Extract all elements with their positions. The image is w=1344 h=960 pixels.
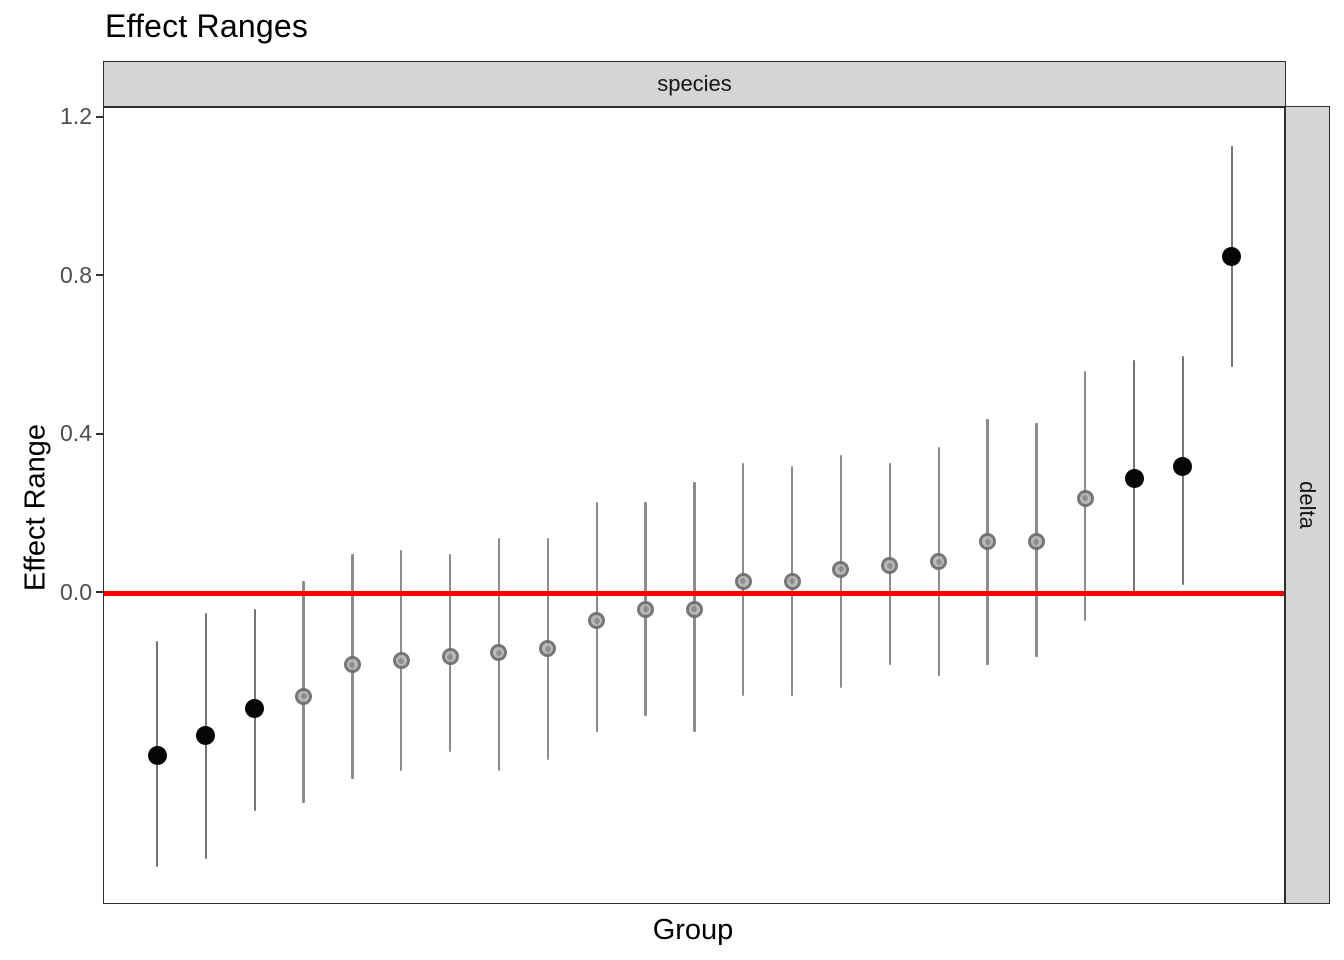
effect-point-highlighted (245, 698, 265, 718)
y-tick-mark (95, 432, 103, 435)
effect-point (783, 572, 801, 590)
plot-panel (103, 107, 1285, 904)
facet-row-strip: delta (1284, 105, 1330, 904)
facet-column-strip: species (103, 61, 1286, 107)
zero-reference-line (104, 590, 1284, 596)
y-tick-label: 0.4 (60, 420, 92, 447)
y-tick-mark (95, 274, 103, 277)
effect-point (343, 656, 361, 674)
effect-point-highlighted (1124, 468, 1144, 488)
effect-point-highlighted (1173, 456, 1193, 476)
effect-point (588, 612, 606, 630)
x-axis-title: Group (652, 914, 734, 946)
effect-point (832, 560, 850, 578)
facet-row-strip-label: delta (1295, 480, 1320, 529)
effect-point-highlighted (196, 726, 216, 746)
effect-point-highlighted (147, 746, 167, 766)
effect-point (1027, 533, 1045, 551)
y-tick-label: 0.8 (60, 261, 92, 288)
effect-point (930, 553, 948, 571)
y-tick-mark (95, 116, 103, 118)
effect-point-highlighted (1222, 247, 1242, 267)
y-tick-label: 0.0 (60, 578, 92, 605)
effect-point (295, 687, 313, 705)
effect-point (637, 600, 655, 618)
plot-title: Effect Ranges (105, 8, 309, 44)
effect-point (979, 533, 997, 551)
effect-point (685, 600, 703, 618)
effect-point (392, 652, 410, 670)
effect-point (881, 557, 899, 574)
effect-point (539, 640, 557, 658)
effect-point (490, 644, 508, 662)
effect-point (1076, 489, 1094, 507)
effect-point (734, 572, 752, 590)
y-tick-mark (95, 591, 103, 594)
facet-column-strip-label: species (657, 71, 732, 96)
effect-point (441, 648, 459, 666)
y-tick-label: 1.2 (60, 103, 92, 130)
